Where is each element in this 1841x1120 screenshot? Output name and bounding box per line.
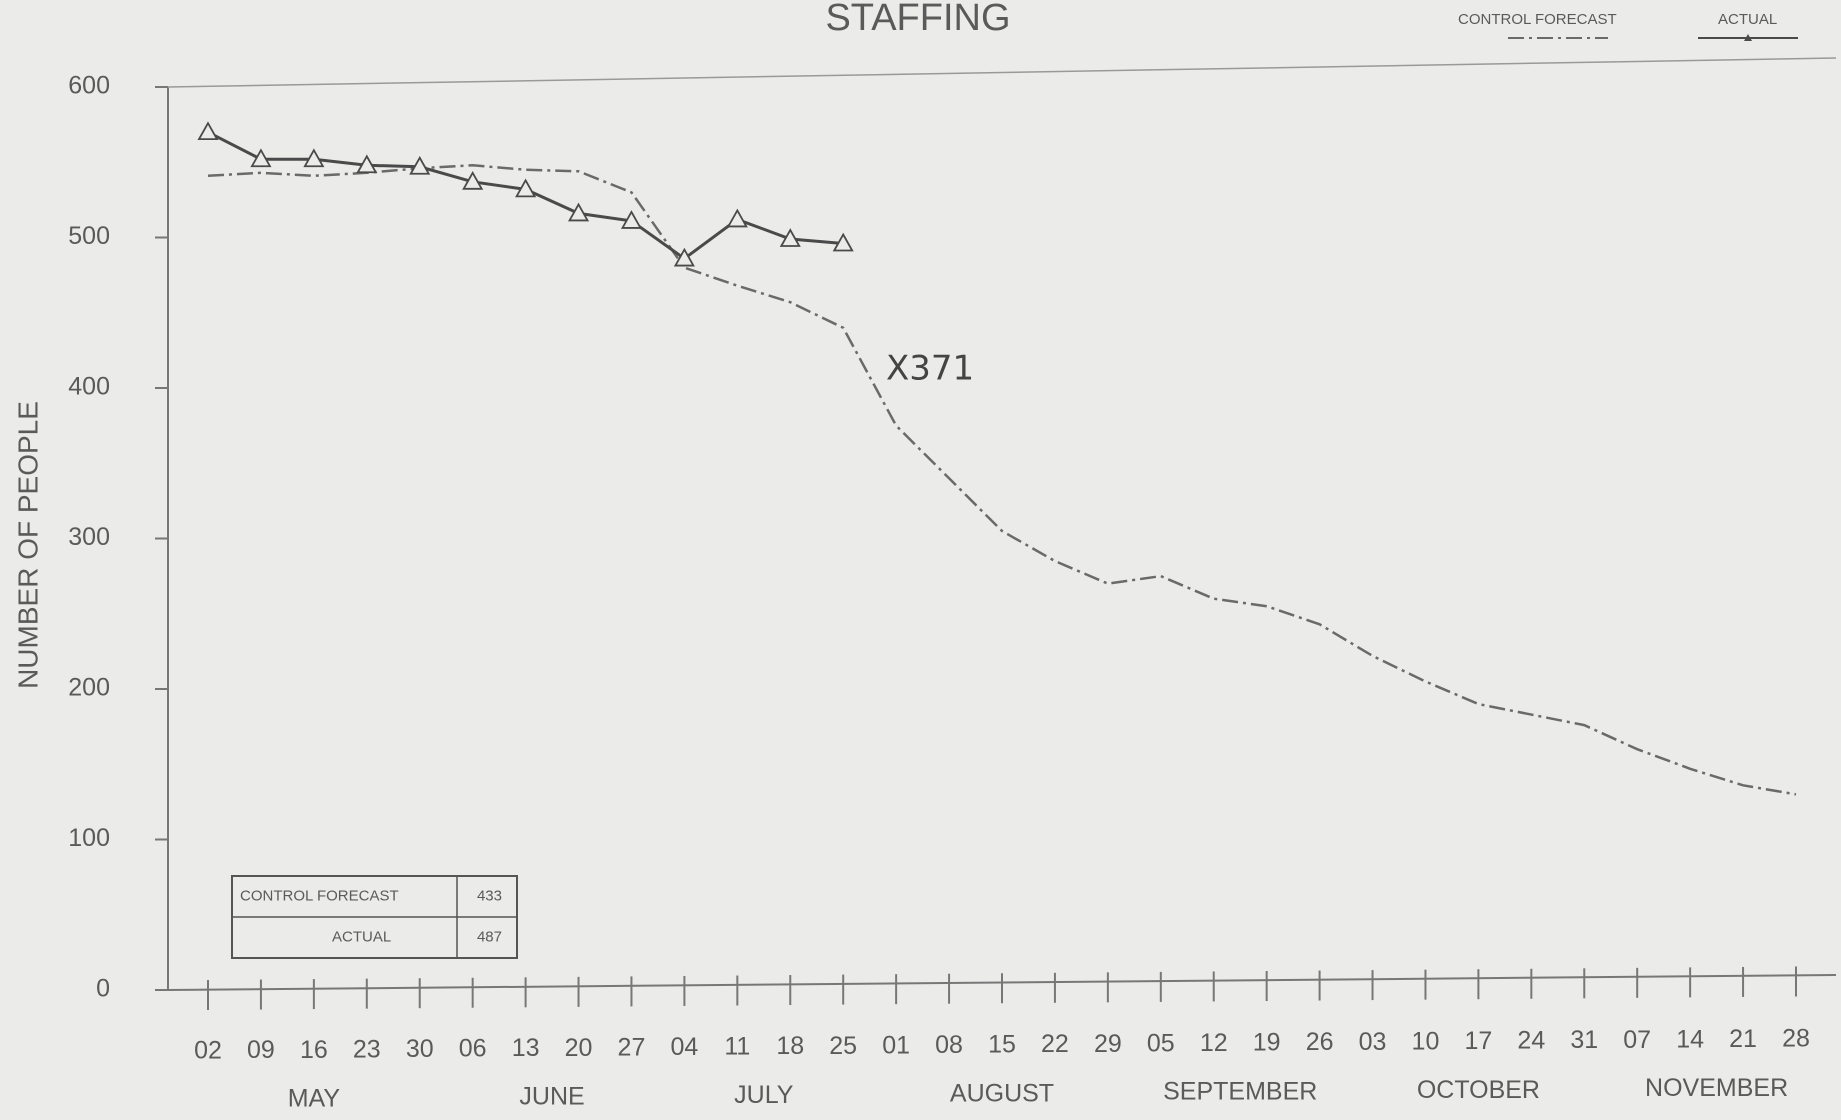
x-tick-label: 23 [353, 1035, 381, 1063]
legend-marker [1744, 34, 1752, 41]
marker [197, 121, 219, 141]
marker [250, 148, 272, 168]
x-tick-label: 10 [1412, 1027, 1440, 1055]
x-tick-label: 07 [1623, 1026, 1651, 1054]
month-label: JULY [734, 1081, 794, 1109]
x-tick-label: 20 [565, 1034, 593, 1062]
x-tick-label: 24 [1517, 1027, 1545, 1055]
x-tick-label: 17 [1464, 1027, 1492, 1055]
x-tick-label: 14 [1676, 1025, 1704, 1053]
x-tick-label: 26 [1306, 1028, 1334, 1056]
month-label: OCTOBER [1417, 1076, 1540, 1104]
x-tick-label: 18 [776, 1032, 804, 1060]
x-tick-label: 12 [1200, 1029, 1228, 1057]
y-tick-label: 500 [68, 222, 110, 250]
y-tick-label: 100 [68, 824, 110, 852]
y-tick-label: 0 [96, 975, 110, 1003]
summary-value: 487 [477, 928, 502, 945]
x-tick-label: 31 [1570, 1026, 1598, 1054]
marker [462, 170, 484, 190]
x-tick-label: 05 [1147, 1029, 1175, 1057]
x-tick-label: 21 [1729, 1025, 1757, 1053]
x-tick-label: 06 [459, 1035, 487, 1063]
x-tick-label: 19 [1253, 1029, 1281, 1057]
x-tick-label: 30 [406, 1035, 434, 1063]
x-tick-label: 16 [300, 1036, 328, 1064]
month-label: NOVEMBER [1645, 1074, 1788, 1102]
chart-title: STAFFING [825, 0, 1010, 39]
x-tick-label: 29 [1094, 1030, 1122, 1058]
marker [356, 154, 378, 174]
x-tick-label: 22 [1041, 1030, 1069, 1058]
x-tick-label: 09 [247, 1036, 275, 1064]
summary-value: 433 [477, 887, 502, 904]
y-tick-label: 600 [68, 72, 110, 100]
marker [832, 232, 854, 252]
x-tick-label: 28 [1782, 1025, 1810, 1053]
month-label: MAY [288, 1085, 341, 1113]
marker [567, 202, 590, 222]
x-tick-label: 27 [618, 1033, 646, 1061]
summary-label: ACTUAL [332, 928, 391, 945]
y-axis-label: NUMBER OF PEOPLE [12, 401, 43, 689]
x-tick-label: 15 [988, 1031, 1016, 1059]
x-tick-label: 25 [829, 1032, 857, 1060]
x-tick-label: 08 [935, 1031, 963, 1059]
series-line [207, 164, 1797, 796]
marker [673, 247, 695, 267]
month-label: JUNE [519, 1083, 584, 1111]
marker [409, 155, 431, 175]
legend-label: CONTROL FORECAST [1458, 11, 1617, 28]
x-tick-label: 13 [512, 1034, 540, 1062]
month-label: SEPTEMBER [1163, 1077, 1317, 1105]
summary-label: CONTROL FORECAST [240, 887, 399, 904]
marker [303, 148, 325, 168]
marker [726, 208, 748, 228]
marker [515, 178, 537, 198]
plot-top [167, 57, 1837, 88]
x-tick-label: 03 [1359, 1028, 1387, 1056]
x-tick-label: 01 [882, 1031, 910, 1059]
x-tick-label: 11 [724, 1033, 750, 1061]
marker [779, 228, 801, 247]
annotation: X371 [886, 349, 974, 389]
x-tick-label: 04 [670, 1033, 698, 1061]
y-tick-label: 200 [68, 674, 110, 702]
marker [620, 210, 643, 229]
month-label: AUGUST [950, 1079, 1054, 1107]
x-tick-label: 02 [194, 1037, 222, 1065]
y-tick-label: 300 [68, 523, 110, 551]
y-tick-label: 400 [68, 373, 110, 401]
legend-label: ACTUAL [1718, 11, 1777, 28]
